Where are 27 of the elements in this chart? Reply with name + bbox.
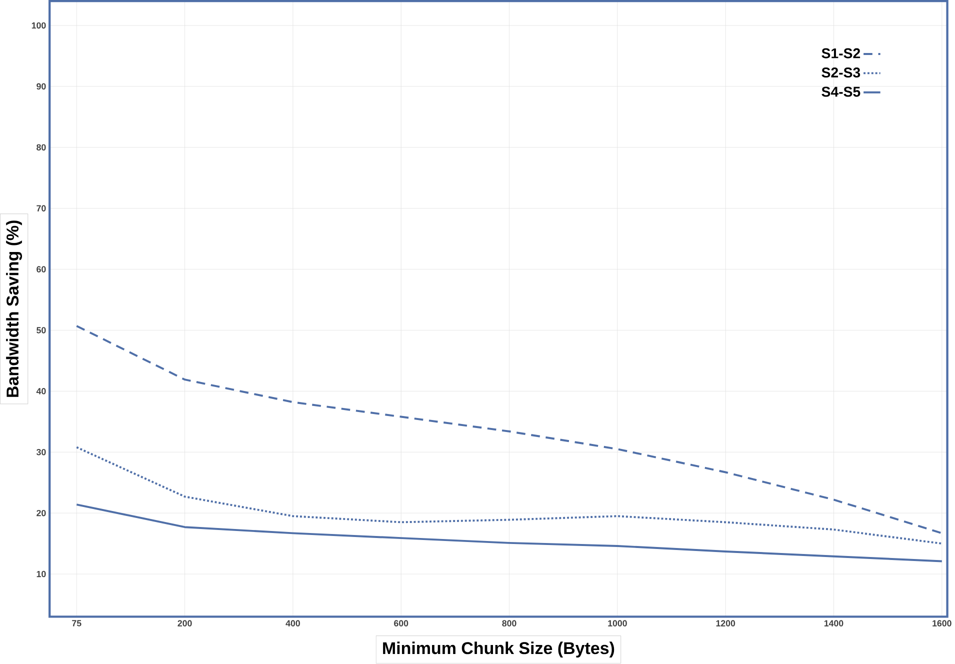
y-tick-label: 40 [36, 388, 46, 394]
x-tick-label: 600 [394, 620, 408, 627]
x-tick-label: 200 [178, 620, 192, 627]
line-series [76, 504, 943, 562]
y-tick-label: 30 [36, 449, 46, 456]
x-tick-label: 1200 [716, 620, 736, 627]
x-tick-label: 1600 [932, 620, 952, 627]
x-tick-label: 400 [286, 620, 300, 627]
y-tick-label: 100 [32, 22, 46, 29]
y-axis-title: Bandwidth Saving (%) [6, 220, 22, 398]
x-tick-label: 75 [72, 620, 82, 627]
line-series [76, 446, 943, 545]
line-series [76, 325, 943, 534]
legend-label: S1-S2 [822, 48, 860, 59]
y-tick-label: 90 [36, 83, 46, 90]
y-tick-label: 50 [36, 327, 46, 334]
y-tick-label: 80 [36, 144, 46, 151]
y-tick-label: 20 [36, 510, 46, 516]
legend-label: S2-S3 [822, 68, 860, 78]
x-tick-label: 1000 [608, 620, 627, 627]
y-tick-label: 70 [36, 205, 46, 212]
y-tick-label: 60 [36, 266, 46, 273]
y-tick-label: 10 [36, 571, 46, 578]
x-tick-label: 800 [502, 620, 516, 627]
legend-label: S4-S5 [822, 86, 860, 97]
x-axis-title: Minimum Chunk Size (Bytes) [383, 642, 614, 658]
x-tick-label: 1400 [824, 620, 844, 627]
